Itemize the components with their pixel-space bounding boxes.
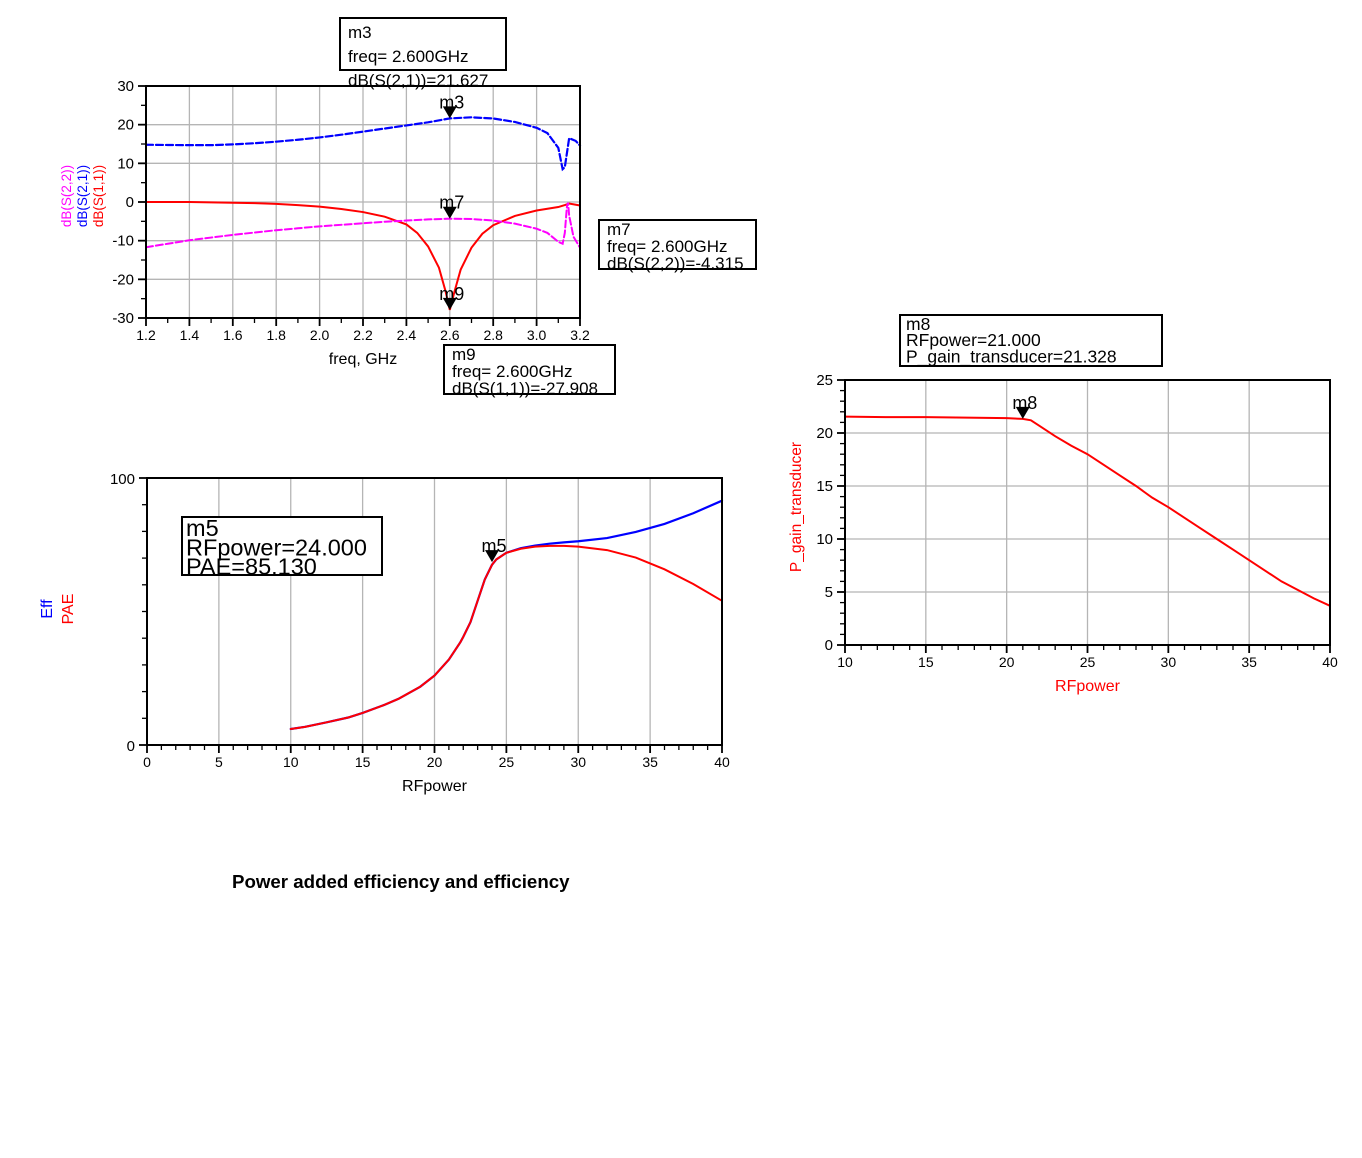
svg-text:m3: m3 [439, 92, 464, 112]
svg-text:P_gain_transducer=21.328: P_gain_transducer=21.328 [906, 346, 1117, 367]
svg-text:m5: m5 [481, 536, 506, 556]
svg-text:freq, GHz: freq, GHz [329, 351, 397, 368]
svg-text:5: 5 [215, 754, 223, 770]
svg-text:RFpower: RFpower [1055, 678, 1121, 695]
svg-text:15: 15 [918, 654, 934, 670]
svg-text:2.0: 2.0 [310, 327, 330, 343]
svg-text:30: 30 [117, 78, 134, 95]
svg-text:m9: m9 [439, 284, 464, 304]
svg-text:dB(S(2,1)): dB(S(2,1)) [75, 165, 90, 227]
svg-text:40: 40 [1322, 654, 1338, 670]
svg-text:1.6: 1.6 [223, 327, 243, 343]
svg-text:0: 0 [143, 754, 151, 770]
svg-text:RFpower: RFpower [402, 778, 468, 795]
svg-text:1.4: 1.4 [180, 327, 200, 343]
svg-text:3.2: 3.2 [570, 327, 590, 343]
svg-text:15: 15 [816, 478, 833, 495]
svg-text:PAE: PAE [60, 594, 77, 625]
svg-text:30: 30 [1161, 654, 1177, 670]
svg-text:2.8: 2.8 [483, 327, 503, 343]
svg-text:20: 20 [117, 117, 134, 134]
svg-text:freq= 2.600GHz: freq= 2.600GHz [348, 47, 469, 66]
svg-text:dB(S(2,2)): dB(S(2,2)) [59, 165, 74, 227]
svg-text:0: 0 [127, 738, 135, 755]
svg-text:3.0: 3.0 [527, 327, 547, 343]
svg-text:m3: m3 [348, 23, 372, 42]
svg-text:10: 10 [837, 654, 853, 670]
svg-text:dB(S(2,1))=21.627: dB(S(2,1))=21.627 [348, 71, 488, 90]
svg-text:Power added efficiency and eff: Power added efficiency and efficiency [232, 871, 570, 892]
svg-text:-30: -30 [112, 310, 134, 327]
svg-text:25: 25 [1080, 654, 1096, 670]
svg-text:1.8: 1.8 [266, 327, 286, 343]
svg-text:20: 20 [999, 654, 1015, 670]
svg-text:dB(S(1,1)): dB(S(1,1)) [91, 165, 106, 227]
svg-text:m7: m7 [439, 193, 464, 213]
svg-text:dB(S(2,2))=-4.315: dB(S(2,2))=-4.315 [607, 254, 744, 273]
svg-text:dB(S(1,1))=-27.908: dB(S(1,1))=-27.908 [452, 379, 598, 398]
svg-text:10: 10 [117, 155, 134, 172]
svg-text:1.2: 1.2 [136, 327, 156, 343]
svg-text:20: 20 [816, 425, 833, 442]
svg-text:35: 35 [642, 754, 658, 770]
svg-text:40: 40 [714, 754, 730, 770]
svg-text:Eff: Eff [39, 599, 56, 619]
svg-text:m8: m8 [1012, 393, 1037, 413]
svg-text:2.4: 2.4 [397, 327, 417, 343]
svg-text:35: 35 [1241, 654, 1257, 670]
svg-text:0: 0 [825, 637, 833, 654]
svg-text:10: 10 [283, 754, 299, 770]
svg-text:-20: -20 [112, 271, 134, 288]
svg-text:10: 10 [816, 531, 833, 548]
svg-text:PAE=85.130: PAE=85.130 [186, 554, 317, 580]
svg-text:2.2: 2.2 [353, 327, 373, 343]
svg-text:5: 5 [825, 584, 833, 601]
svg-text:P_gain_transducer: P_gain_transducer [788, 442, 805, 572]
svg-text:100: 100 [110, 471, 135, 488]
svg-text:25: 25 [816, 372, 833, 389]
svg-text:20: 20 [427, 754, 443, 770]
svg-text:2.6: 2.6 [440, 327, 460, 343]
svg-text:25: 25 [499, 754, 515, 770]
svg-text:30: 30 [570, 754, 586, 770]
svg-text:-10: -10 [112, 233, 134, 250]
svg-text:0: 0 [126, 194, 134, 211]
svg-text:15: 15 [355, 754, 371, 770]
